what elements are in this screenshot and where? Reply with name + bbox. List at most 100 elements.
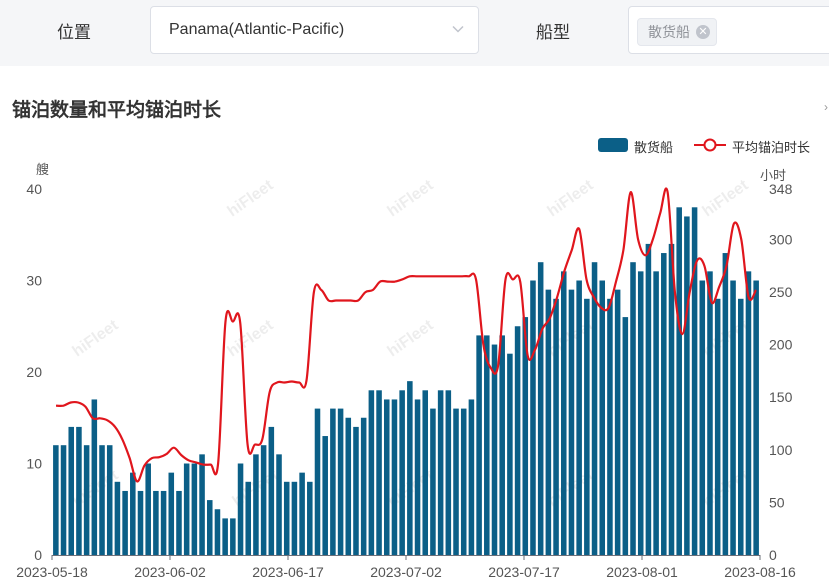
bar [253, 454, 259, 555]
ship-type-tag-label: 散货船 [648, 24, 690, 40]
bar [237, 463, 244, 555]
x-tick-label: 2023-08-01 [606, 564, 678, 580]
bar [153, 490, 159, 555]
position-select[interactable]: Panama(Atlantic-Pacific) [150, 6, 479, 54]
bar [684, 216, 690, 555]
y-right-tick: 0 [769, 547, 777, 563]
y-right-tick: 100 [769, 442, 793, 458]
y-right-tick: 150 [769, 389, 793, 405]
y-left-tick: 40 [26, 181, 42, 197]
bar [330, 408, 336, 555]
x-tick-label: 2023-05-18 [16, 564, 88, 580]
bar [722, 253, 729, 556]
x-tick-label: 2023-07-17 [488, 564, 560, 580]
bar [737, 298, 744, 555]
legend-line-swatch [694, 138, 726, 152]
y-left-tick: 20 [26, 364, 42, 380]
bar [745, 271, 752, 555]
bar [353, 426, 359, 555]
bar [168, 472, 175, 555]
bar [468, 399, 475, 555]
bar [137, 490, 144, 555]
ship-type-select[interactable]: 散货船 ✕ [628, 6, 829, 54]
bar [453, 408, 459, 555]
bar [345, 417, 352, 555]
position-select-value: Panama(Atlantic-Pacific) [169, 21, 345, 38]
bar [191, 463, 198, 555]
bar [714, 298, 721, 555]
bar [114, 481, 121, 555]
bar [130, 472, 136, 555]
bar [283, 481, 290, 555]
bar [68, 426, 75, 555]
bar [514, 326, 521, 555]
bar [599, 280, 606, 555]
tag-close-icon[interactable]: ✕ [696, 25, 710, 39]
y-left-tick: 10 [26, 456, 42, 472]
y-right-tick: 300 [769, 231, 793, 247]
bar [268, 426, 275, 555]
bar [291, 481, 298, 555]
bar [645, 243, 652, 555]
bar [383, 399, 390, 555]
bar [314, 408, 321, 555]
x-tick-label: 2023-06-02 [134, 564, 206, 580]
bar [399, 390, 405, 555]
y-left-tick: 0 [34, 547, 42, 563]
chevron-down-icon [452, 25, 464, 33]
bar [607, 298, 613, 555]
bar [145, 463, 151, 555]
bar [60, 445, 67, 555]
bar [183, 463, 190, 555]
bar [407, 381, 413, 555]
bar [360, 417, 367, 555]
bar [545, 289, 552, 555]
legend-line-label: 平均锚泊时长 [732, 140, 811, 155]
bar [376, 390, 382, 555]
bar [106, 445, 113, 555]
bar [699, 280, 706, 555]
bar [430, 408, 436, 555]
bar [591, 262, 598, 555]
bar [530, 280, 536, 555]
bar [322, 436, 328, 555]
bar [537, 262, 544, 555]
bar [476, 335, 482, 555]
bar [491, 344, 498, 555]
bar [199, 454, 205, 555]
bar [368, 390, 375, 555]
bar [83, 445, 90, 555]
bar [522, 317, 529, 555]
y-right-tick: 200 [769, 337, 793, 353]
bar [176, 490, 182, 555]
chart-title: 锚泊数量和平均锚泊时长 [12, 100, 222, 121]
bar [214, 509, 221, 555]
series-line-average-duration [55, 187, 757, 483]
bar [668, 243, 675, 555]
bar [614, 289, 621, 555]
bar [568, 289, 575, 555]
bar [53, 445, 59, 555]
filter-bar: 位置 Panama(Atlantic-Pacific) 船型 散货船 ✕ [0, 0, 829, 66]
legend-bar-label: 散货船 [634, 140, 674, 155]
bar [676, 207, 682, 556]
bar [276, 454, 282, 555]
bar [307, 481, 313, 555]
y-right-tick: 348 [769, 181, 793, 197]
y-left-tick: 30 [26, 273, 42, 289]
bar [160, 490, 167, 555]
bar [230, 518, 236, 555]
x-tick-label: 2023-07-02 [370, 564, 442, 580]
y-right-unit: 小时 [760, 168, 786, 183]
x-tick-label: 2023-06-17 [252, 564, 324, 580]
bar [460, 408, 467, 555]
bar [484, 335, 490, 555]
bar [576, 280, 582, 555]
bar [730, 280, 736, 555]
bar [245, 481, 252, 555]
bar [661, 253, 667, 556]
bar [499, 335, 505, 555]
bar [437, 390, 444, 555]
ship-type-tag: 散货船 ✕ [637, 18, 717, 46]
